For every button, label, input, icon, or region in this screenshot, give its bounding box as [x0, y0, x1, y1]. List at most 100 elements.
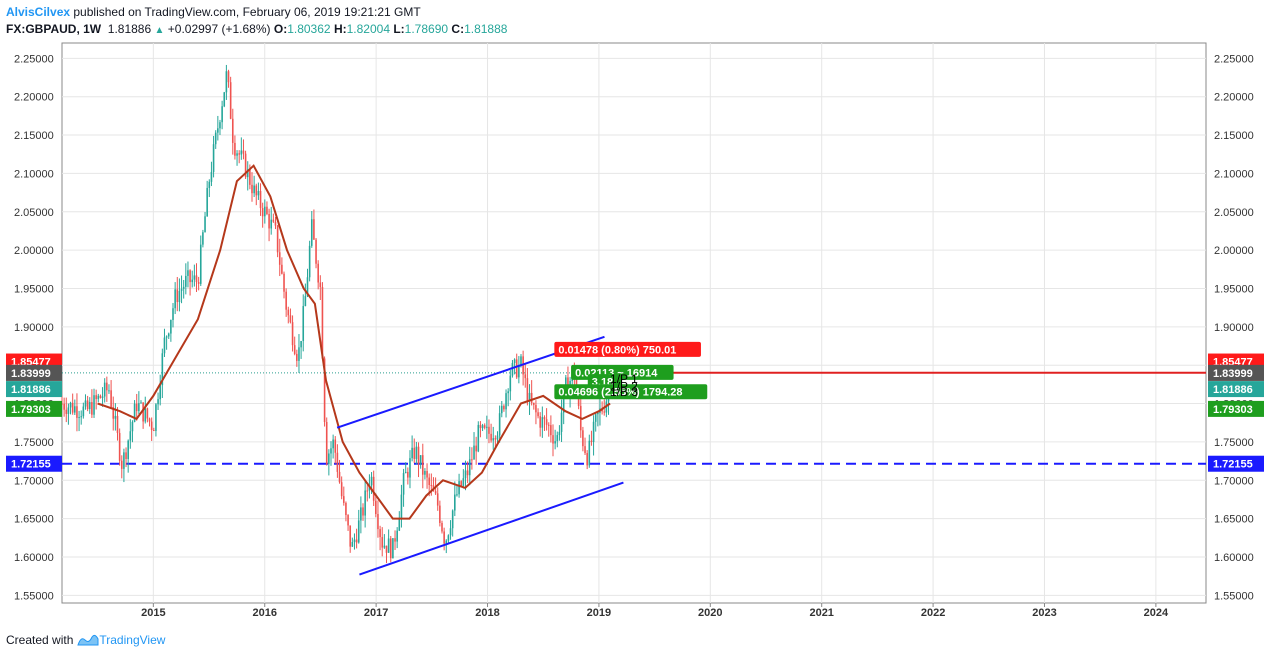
candle-up: [270, 219, 273, 229]
candle-down: [197, 282, 200, 284]
candle-up: [424, 470, 426, 475]
candle-up: [351, 542, 354, 547]
candle-down: [479, 424, 482, 429]
y-tick-label: 1.90000: [14, 322, 54, 334]
candle-up: [505, 393, 507, 410]
tradingview-link[interactable]: TradingView: [77, 633, 165, 647]
candle-down: [259, 190, 262, 209]
candle-up: [138, 403, 140, 412]
candle-up: [310, 219, 313, 246]
candle-up: [221, 106, 223, 123]
candle-down: [490, 433, 492, 441]
candle-down: [296, 353, 298, 361]
y-tick-label: 1.65000: [14, 514, 54, 526]
fib-labels: 1/P 11/P 21/B 3: [610, 372, 638, 399]
author-name[interactable]: AlvisCilvex: [6, 5, 71, 19]
candle-down: [287, 309, 290, 316]
candle-up: [511, 363, 514, 376]
candle-down: [189, 270, 191, 283]
candle-down: [91, 402, 93, 415]
y-tick-label: 2.05000: [1214, 207, 1254, 219]
candles: [61, 64, 610, 564]
candle-up: [308, 245, 311, 278]
y-tick-label: 1.55000: [1214, 590, 1254, 602]
candle-down: [434, 491, 437, 494]
x-tick-label: 2017: [364, 607, 388, 619]
candle-down: [375, 500, 377, 515]
candle-up: [182, 286, 185, 289]
price-label-text: 1.72155: [11, 459, 51, 471]
candle-up: [492, 438, 495, 441]
candle-up: [396, 530, 398, 542]
candle-down: [319, 282, 322, 287]
candle-down: [244, 153, 247, 178]
price-label-text: 1.79303: [1213, 404, 1253, 416]
moving-average-line: [97, 164, 611, 520]
candle-up: [155, 404, 157, 431]
candle-down: [120, 460, 123, 469]
publish-info: AlvisCilvex published on TradingView.com…: [6, 5, 421, 19]
y-tick-label: 1.70000: [14, 475, 54, 487]
candle-down: [283, 273, 285, 292]
price-label-text: 1.81886: [1213, 384, 1253, 396]
candle-up: [84, 400, 87, 407]
y-tick-label: 1.90000: [1214, 322, 1254, 334]
candle-up: [400, 494, 403, 518]
high-label: H:: [333, 22, 347, 36]
candle-down: [471, 459, 473, 461]
price-label-text: 1.83999: [11, 368, 51, 380]
price-label-text: 1.72155: [1213, 459, 1253, 471]
candle-up: [597, 412, 599, 415]
candle-down: [106, 382, 108, 391]
candle-down: [291, 322, 294, 346]
candle-down: [146, 408, 149, 419]
candle-up: [236, 153, 238, 156]
candle-up: [167, 333, 170, 337]
x-tick-label: 2016: [252, 607, 276, 619]
candle-down: [483, 425, 486, 428]
candle-up: [392, 538, 394, 559]
candle-up: [332, 439, 334, 449]
candle-up: [202, 232, 204, 245]
x-tick-label: 2022: [921, 607, 945, 619]
candle-up: [161, 353, 164, 386]
candle-down: [148, 418, 151, 422]
candle-up: [498, 413, 501, 436]
candle-down: [76, 406, 78, 418]
candle-down: [466, 470, 469, 476]
candle-down: [413, 447, 416, 459]
candle-up: [210, 171, 213, 182]
candle-down: [65, 409, 68, 414]
candle-down: [389, 538, 392, 559]
candle-up: [565, 377, 567, 390]
candle-up: [298, 347, 300, 361]
y-tick-label: 1.95000: [14, 283, 54, 295]
candle-up: [172, 308, 174, 320]
candle-up: [180, 288, 183, 291]
candle-down: [347, 515, 349, 526]
candle-up: [82, 406, 85, 417]
channel-lower-line[interactable]: [359, 481, 624, 576]
candle-down: [176, 289, 179, 303]
candle-down: [372, 476, 375, 501]
y-tick-label: 1.75000: [1214, 437, 1254, 449]
candle-up: [67, 407, 70, 414]
high-value: 1.82004: [346, 22, 390, 36]
candle-up: [477, 424, 480, 452]
candle-down: [426, 470, 428, 478]
candle-down: [255, 185, 258, 196]
candle-up: [360, 507, 362, 521]
candle-down: [407, 471, 409, 478]
candle-up: [163, 337, 166, 354]
price-label-text: 1.79303: [11, 404, 51, 416]
candle-down: [545, 419, 548, 425]
plot-area[interactable]: [61, 42, 1207, 604]
candle-up: [520, 356, 522, 365]
candle-up: [127, 440, 129, 460]
price-label-box: [1208, 400, 1264, 417]
candle-up: [78, 417, 80, 419]
candle-up: [500, 405, 503, 414]
tradingview-brand: TradingView: [99, 633, 166, 647]
candle-down: [532, 402, 535, 405]
